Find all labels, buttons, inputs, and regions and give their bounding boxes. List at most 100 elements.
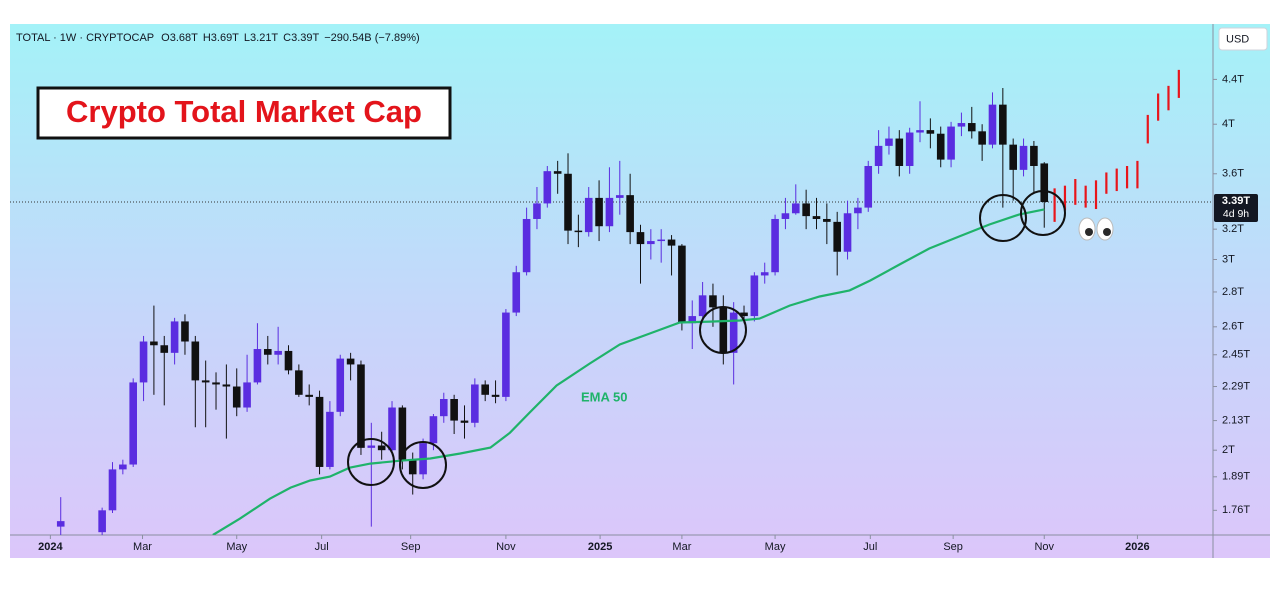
candle-body — [502, 312, 510, 397]
candle-body — [740, 312, 748, 317]
candle-body — [191, 341, 200, 381]
header-item: TOTAL · 1W · CRYPTOCAP — [16, 32, 154, 44]
candle-body — [129, 382, 137, 465]
candle-body — [471, 384, 479, 423]
ema-line — [212, 208, 1045, 535]
header-item: O3.68T — [161, 32, 198, 44]
candle-body — [253, 349, 262, 383]
candle-body — [305, 394, 313, 397]
x-tick-label: Nov — [496, 541, 516, 553]
candle-body — [119, 464, 127, 470]
candle-body — [377, 445, 386, 451]
candle-body — [98, 510, 106, 533]
last-price-label: 3.39T — [1222, 195, 1250, 207]
plot-area — [10, 69, 1213, 535]
candle-body — [843, 213, 852, 252]
candle-body — [771, 218, 779, 273]
candle-body — [957, 123, 966, 127]
candle-body — [336, 358, 345, 412]
candle-body — [864, 165, 873, 208]
candle-body — [367, 445, 376, 448]
candle-body — [170, 321, 179, 353]
candle-body — [450, 399, 458, 421]
candle-body — [584, 197, 593, 233]
ema-label: EMA 50 — [581, 389, 627, 404]
highlight-circle — [699, 306, 747, 354]
candle-body — [729, 312, 738, 353]
candle-body — [999, 104, 1007, 145]
candle-body — [346, 358, 355, 365]
header-item: L3.21T — [244, 32, 279, 44]
header-item: −290.54B (−7.89%) — [324, 32, 419, 44]
x-tick-label: May — [765, 541, 786, 553]
y-tick-label: 2.6T — [1222, 321, 1244, 333]
candle-body — [688, 316, 697, 324]
candle-body — [812, 216, 821, 219]
candle-body — [791, 203, 800, 214]
symbol-header: TOTAL · 1W · CRYPTOCAP O3.68T H3.69T L3.21T… — [16, 32, 420, 44]
candle-body — [916, 130, 924, 133]
y-tick-label: 3.2T — [1222, 223, 1244, 235]
candle-body — [709, 295, 717, 308]
highlight-circle — [1020, 190, 1066, 236]
candle-body — [574, 230, 583, 233]
x-tick-label: Jul — [863, 541, 877, 553]
x-tick-label: 2024 — [38, 541, 63, 553]
candle-body — [647, 241, 655, 245]
pupil — [1103, 228, 1111, 236]
candle-body — [781, 213, 790, 219]
header-item: C3.39T — [283, 32, 319, 44]
candle-body — [905, 132, 914, 166]
y-tick-label: 4.4T — [1222, 73, 1244, 85]
x-tick-label: Sep — [943, 541, 963, 553]
title-box — [36, 86, 452, 140]
candle-body — [1019, 145, 1028, 170]
candle-body — [398, 407, 407, 460]
y-tick-label: 1.76T — [1222, 504, 1250, 516]
header-item: H3.69T — [203, 32, 239, 44]
candle-body — [429, 416, 438, 444]
candle-body — [885, 138, 893, 146]
candle-body — [1030, 145, 1038, 166]
x-tick-label: Mar — [133, 541, 152, 553]
candle-body — [388, 407, 396, 451]
candle-body — [326, 411, 334, 467]
eyes-icon — [1078, 217, 1114, 241]
candle-body — [605, 197, 614, 227]
candle-body — [926, 130, 935, 134]
candle-body — [481, 384, 489, 395]
candle-body — [823, 218, 831, 222]
candle-body — [553, 171, 562, 174]
candle-body — [967, 123, 976, 132]
candle-body — [1009, 144, 1017, 170]
x-tick-label: 2025 — [588, 541, 612, 553]
candle-body — [222, 384, 231, 387]
candle-body — [895, 138, 904, 166]
pupil — [1085, 228, 1093, 236]
currency[interactable]: USD — [1226, 33, 1249, 45]
candle-body — [636, 232, 645, 245]
candle-body — [315, 396, 324, 467]
candle-body — [854, 207, 862, 214]
candle-body — [512, 272, 521, 313]
candle-body — [181, 321, 189, 342]
candle-body — [1040, 163, 1049, 203]
candle-body — [543, 171, 552, 204]
candle-body — [243, 382, 251, 408]
currency-box[interactable] — [1218, 27, 1268, 51]
x-tick-label: 2026 — [1125, 541, 1149, 553]
candle-body — [833, 221, 841, 252]
candle-body — [212, 382, 220, 385]
candle-body — [232, 386, 241, 408]
candle-body — [947, 126, 955, 160]
x-tick-label: Jul — [315, 541, 329, 553]
candle-body — [357, 364, 365, 448]
candle-body — [460, 420, 469, 423]
candle-body — [719, 307, 728, 353]
candle-body — [533, 203, 541, 219]
y-tick-label: 3T — [1222, 253, 1235, 265]
candle-body — [750, 275, 759, 317]
chart-title: Crypto Total Market Cap — [66, 94, 422, 129]
highlight-circle — [979, 194, 1027, 242]
